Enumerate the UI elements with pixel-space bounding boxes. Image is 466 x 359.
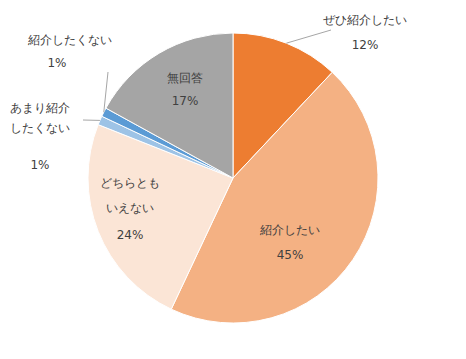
svg-text:17%: 17% [172,94,199,108]
svg-text:ぜひ紹介したい: ぜひ紹介したい [323,13,407,27]
svg-text:無回答: 無回答 [167,71,203,85]
svg-text:いえない: いえない [106,201,154,215]
svg-text:どちらとも: どちらとも [100,176,160,190]
svg-text:45%: 45% [277,248,304,262]
svg-text:したくない: したくない [10,121,70,135]
svg-text:1%: 1% [47,56,66,70]
svg-text:12%: 12% [352,38,379,52]
svg-text:紹介したくない: 紹介したくない [27,33,112,47]
svg-text:紹介したい: 紹介したい [259,223,320,237]
svg-text:24%: 24% [117,228,144,242]
svg-text:あまり紹介: あまり紹介 [10,101,70,115]
svg-text:1%: 1% [30,158,49,172]
